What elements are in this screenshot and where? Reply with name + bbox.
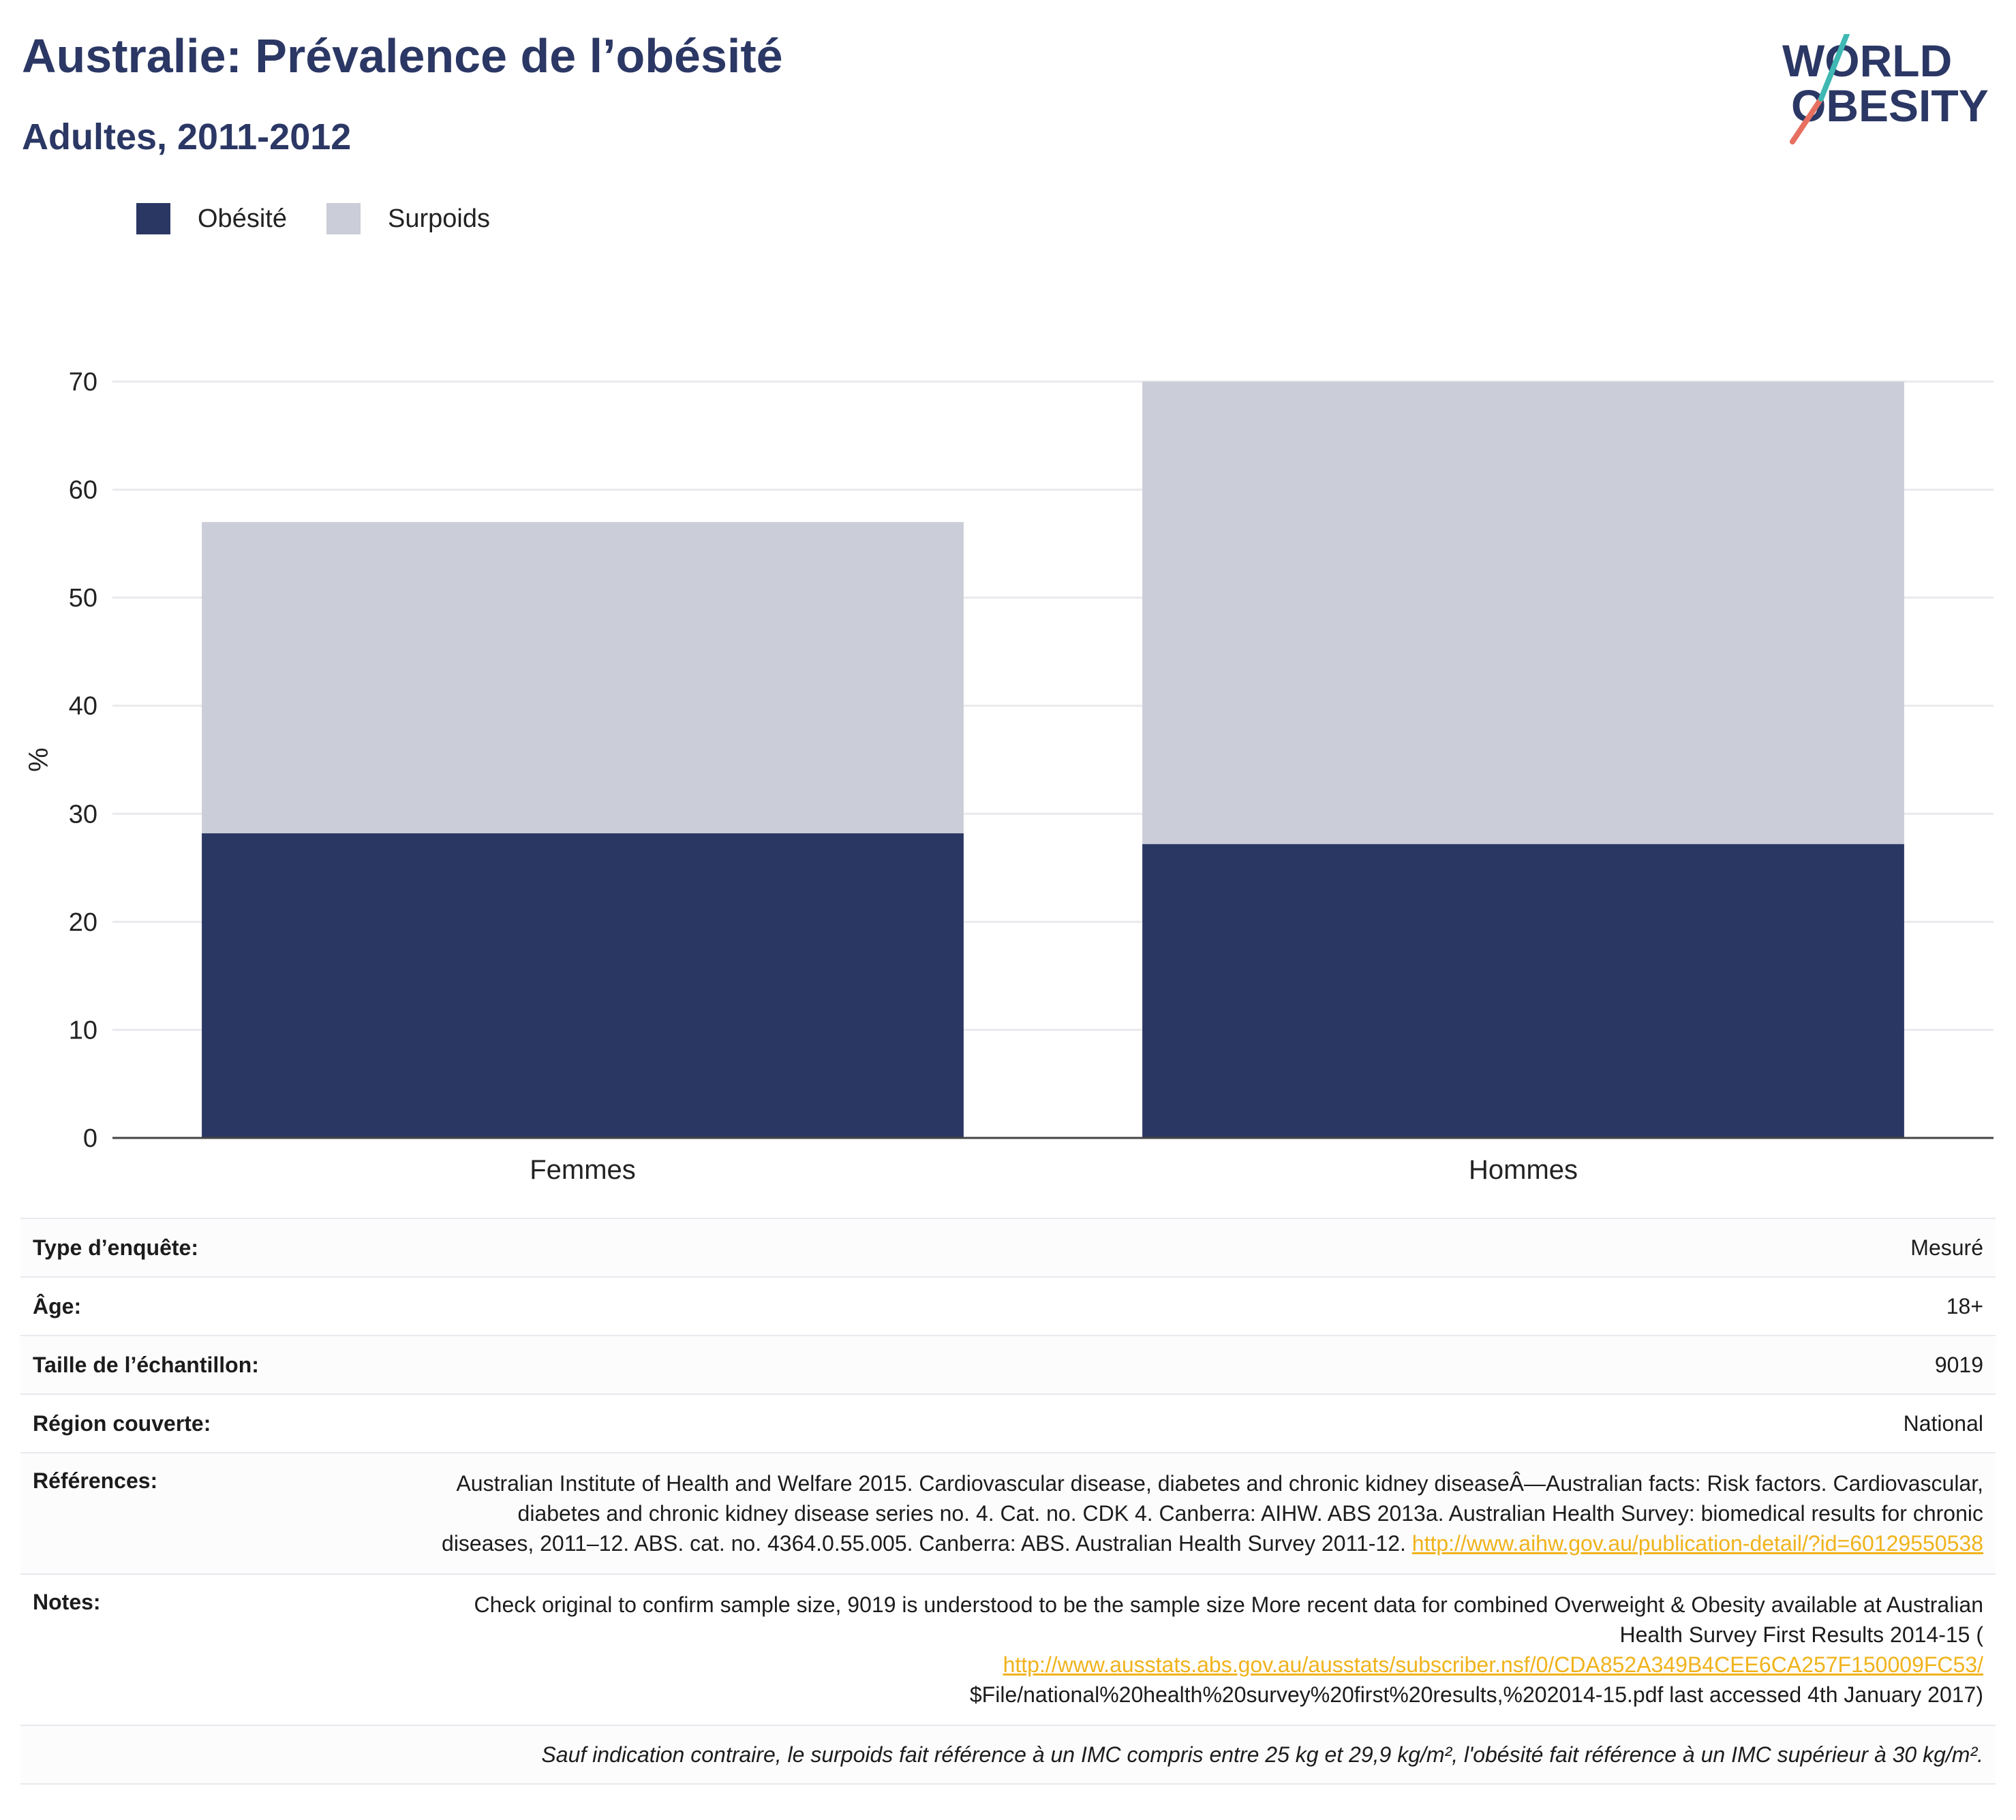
survey-info-table: Type d’enquête: Mesuré Âge: 18+ Taille d…	[20, 1218, 1996, 1785]
y-tick-label: 50	[69, 584, 97, 613]
y-tick-label: 20	[69, 908, 97, 937]
y-axis-label: %	[24, 747, 54, 772]
logo-line2: OBESITY	[1791, 80, 1989, 131]
chart-title: Australie: Prévalence de l’obésité	[22, 29, 783, 82]
references-text: Australian Institute of Health and Welfa…	[442, 1471, 1983, 1556]
notes-link[interactable]: http://www.ausstats.abs.gov.au/ausstats/…	[1003, 1652, 1983, 1677]
x-tick-label: Hommes	[1469, 1155, 1578, 1185]
x-tick-label: Femmes	[530, 1155, 636, 1185]
info-label: Région couverte:	[33, 1410, 211, 1436]
bmi-footnote: Sauf indication contraire, le surpoids f…	[541, 1742, 1983, 1767]
bar-obesite-hommes	[1142, 844, 1904, 1138]
chart-legend: Obésité Surpoids	[136, 203, 530, 234]
legend-item-obesite[interactable]: Obésité	[136, 203, 287, 234]
legend-swatch-obesite	[136, 203, 170, 234]
y-tick-label: 70	[69, 368, 97, 397]
legend-label-surpoids: Surpoids	[387, 204, 490, 233]
info-value: Mesuré	[1910, 1235, 1983, 1260]
info-row-survey-type: Type d’enquête: Mesuré	[20, 1218, 1996, 1276]
references-link[interactable]: http://www.aihw.gov.au/publication-detai…	[1411, 1531, 1983, 1556]
info-value: Check original to confirm sample size, 9…	[429, 1590, 1983, 1710]
legend-swatch-surpoids	[326, 203, 361, 234]
info-value: 18+	[1946, 1294, 1983, 1318]
info-label: Références:	[33, 1468, 158, 1493]
info-value: National	[1903, 1411, 1983, 1436]
info-row-region: Région couverte: National	[20, 1393, 1996, 1452]
y-tick-label: 0	[83, 1124, 97, 1153]
world-obesity-logo: WORLD OBESITY	[1782, 34, 1989, 144]
bar-surpoids-hommes	[1142, 382, 1904, 844]
info-row-footnote: Sauf indication contraire, le surpoids f…	[20, 1725, 1996, 1785]
notes-text-after: $File/national%20health%20survey%20first…	[969, 1682, 1983, 1707]
info-row-age: Âge: 18+	[20, 1276, 1996, 1335]
info-value: 9019	[1934, 1353, 1983, 1377]
chart-subtitle: Adultes, 2011-2012	[22, 117, 352, 157]
bar-surpoids-femmes	[202, 522, 964, 833]
info-label: Type d’enquête:	[33, 1235, 198, 1260]
y-tick-label: 10	[69, 1016, 97, 1045]
y-tick-label: 30	[69, 800, 97, 829]
info-label: Notes:	[33, 1590, 101, 1614]
notes-text: Check original to confirm sample size, 9…	[474, 1592, 1983, 1647]
info-row-references: Références: Australian Institute of Heal…	[20, 1452, 1996, 1573]
bar-chart: 0 10 20 30 40 50 60 70% Femmes Hommes	[24, 368, 1994, 1185]
legend-label-obesite: Obésité	[198, 204, 287, 233]
logo-line1: WORLD	[1782, 35, 1952, 86]
y-tick-label: 40	[69, 692, 97, 721]
info-row-notes: Notes: Check original to confirm sample …	[20, 1573, 1996, 1725]
info-value: Australian Institute of Health and Welfa…	[429, 1468, 1983, 1558]
legend-item-surpoids[interactable]: Surpoids	[326, 203, 490, 234]
info-row-sample-size: Taille de l’échantillon: 9019	[20, 1335, 1996, 1393]
y-tick-label: 60	[69, 476, 97, 505]
info-label: Âge:	[33, 1293, 82, 1318]
bar-obesite-femmes	[202, 833, 964, 1138]
info-label: Taille de l’échantillon:	[33, 1352, 259, 1377]
